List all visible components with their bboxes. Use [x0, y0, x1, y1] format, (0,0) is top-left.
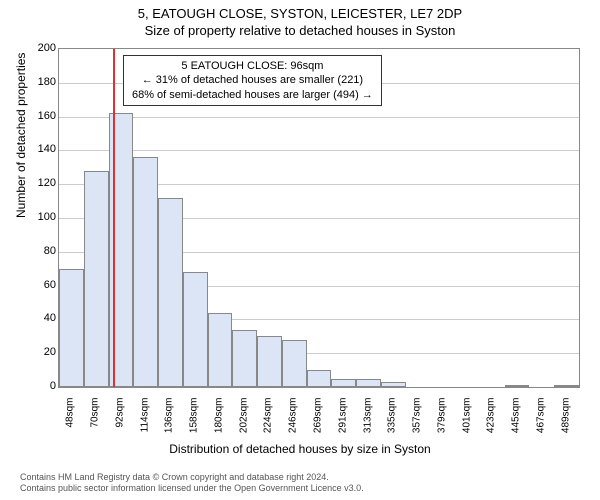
x-tick-label: 136sqm — [164, 398, 175, 448]
histogram-bar — [232, 330, 257, 387]
x-tick-label: 357sqm — [412, 398, 423, 448]
info-box-line3: 68% of semi-detached houses are larger (… — [132, 88, 373, 102]
y-tick-label: 80 — [16, 245, 56, 257]
footer-line2: Contains public sector information licen… — [20, 483, 580, 494]
grid-line — [59, 150, 579, 151]
histogram-bar — [505, 385, 530, 387]
footer-line1: Contains HM Land Registry data © Crown c… — [20, 472, 580, 483]
y-tick-label: 120 — [16, 177, 56, 189]
histogram-bar — [59, 269, 84, 387]
x-tick-label: 180sqm — [213, 398, 224, 448]
info-box-line1: 5 EATOUGH CLOSE: 96sqm — [132, 59, 373, 73]
histogram-bar — [331, 379, 356, 387]
y-tick-label: 160 — [16, 110, 56, 122]
histogram-bar — [554, 385, 579, 387]
y-tick-label: 40 — [16, 312, 56, 324]
y-tick-label: 200 — [16, 42, 56, 54]
grid-line — [59, 117, 579, 118]
footer-attribution: Contains HM Land Registry data © Crown c… — [20, 472, 580, 495]
y-tick-label: 140 — [16, 143, 56, 155]
x-tick-label: 224sqm — [263, 398, 274, 448]
x-tick-label: 291sqm — [337, 398, 348, 448]
x-tick-label: 158sqm — [189, 398, 200, 448]
histogram-bar — [158, 198, 183, 387]
x-tick-label: 379sqm — [436, 398, 447, 448]
x-tick-label: 313sqm — [362, 398, 373, 448]
y-tick-label: 20 — [16, 346, 56, 358]
x-tick-label: 92sqm — [114, 398, 125, 448]
y-tick-label: 100 — [16, 211, 56, 223]
histogram-bar — [133, 157, 158, 387]
x-tick-label: 335sqm — [387, 398, 398, 448]
histogram-bar — [208, 313, 233, 387]
x-tick-label: 48sqm — [65, 398, 76, 448]
x-tick-label: 246sqm — [288, 398, 299, 448]
histogram-bar — [381, 382, 406, 387]
x-tick-label: 70sqm — [90, 398, 101, 448]
x-tick-label: 445sqm — [511, 398, 522, 448]
x-tick-label: 401sqm — [461, 398, 472, 448]
x-tick-label: 269sqm — [313, 398, 324, 448]
x-axis-label: Distribution of detached houses by size … — [0, 442, 600, 456]
info-box-line2: ← 31% of detached houses are smaller (22… — [132, 73, 373, 87]
x-tick-label: 467sqm — [535, 398, 546, 448]
histogram-bar — [307, 370, 332, 387]
info-box: 5 EATOUGH CLOSE: 96sqm← 31% of detached … — [123, 55, 382, 106]
histogram-bar — [84, 171, 109, 387]
reference-marker-line — [113, 49, 115, 387]
chart-title-line2: Size of property relative to detached ho… — [0, 23, 600, 38]
histogram-bar — [356, 379, 381, 387]
x-tick-label: 114sqm — [139, 398, 150, 448]
chart-title-line1: 5, EATOUGH CLOSE, SYSTON, LEICESTER, LE7… — [0, 6, 600, 21]
histogram-bar — [282, 340, 307, 387]
histogram-bar — [183, 272, 208, 387]
plot-area: 5 EATOUGH CLOSE: 96sqm← 31% of detached … — [58, 48, 580, 388]
x-tick-label: 202sqm — [238, 398, 249, 448]
y-tick-label: 180 — [16, 76, 56, 88]
y-tick-label: 0 — [16, 380, 56, 392]
x-tick-label: 489sqm — [560, 398, 571, 448]
x-tick-label: 423sqm — [486, 398, 497, 448]
histogram-bar — [257, 336, 282, 387]
chart-container: 5, EATOUGH CLOSE, SYSTON, LEICESTER, LE7… — [0, 0, 600, 500]
y-tick-label: 60 — [16, 279, 56, 291]
